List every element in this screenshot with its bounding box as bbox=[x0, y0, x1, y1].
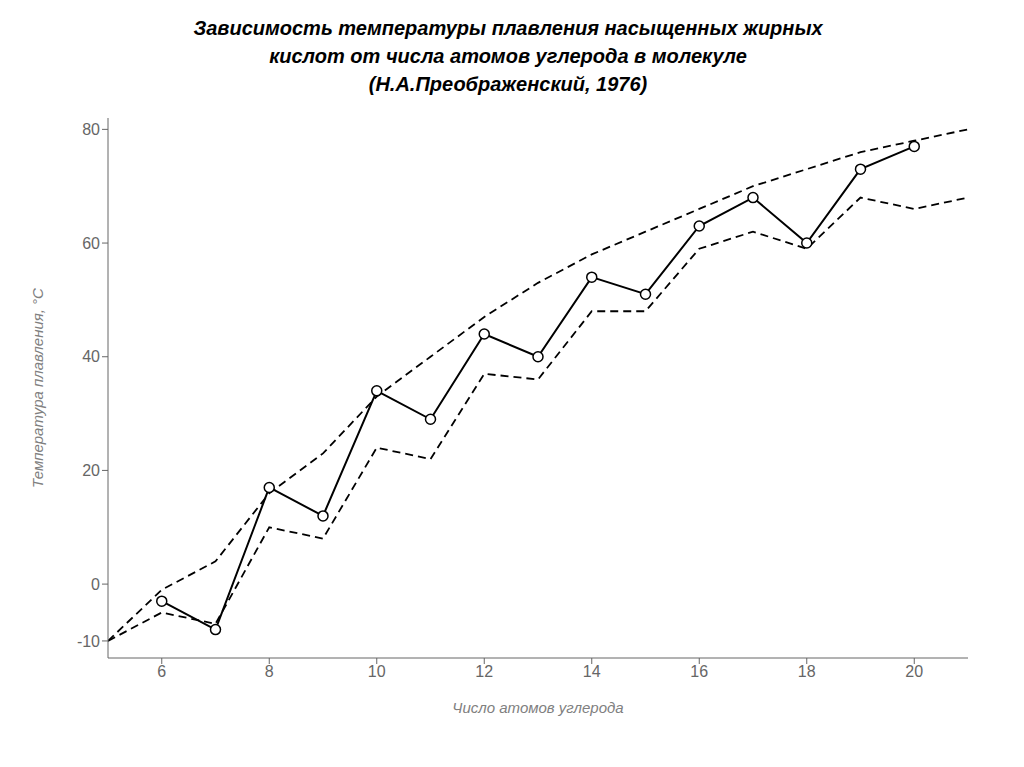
svg-text:16: 16 bbox=[690, 663, 708, 680]
svg-text:8: 8 bbox=[265, 663, 274, 680]
svg-text:20: 20 bbox=[82, 462, 100, 479]
svg-text:60: 60 bbox=[82, 235, 100, 252]
html-text:(Н.А.Преображенский, 1976): (Н.А.Преображенский, 1976) bbox=[368, 73, 648, 95]
svg-text:40: 40 bbox=[82, 348, 100, 365]
svg-text:80: 80 bbox=[82, 121, 100, 138]
svg-text:-10: -10 bbox=[77, 633, 100, 650]
svg-text:Температура плавления, °С: Температура плавления, °С bbox=[29, 288, 46, 488]
html-text:кислот от числа атомов углерод: кислот от числа атомов углерода в молеку… bbox=[269, 45, 747, 67]
svg-text:10: 10 bbox=[368, 663, 386, 680]
svg-text:20: 20 bbox=[905, 663, 923, 680]
svg-text:18: 18 bbox=[798, 663, 816, 680]
svg-text:6: 6 bbox=[157, 663, 166, 680]
svg-text:12: 12 bbox=[475, 663, 493, 680]
svg-text:0: 0 bbox=[91, 576, 100, 593]
svg-text:Число атомов углерода: Число атомов углерода bbox=[452, 699, 623, 716]
svg-text:14: 14 bbox=[583, 663, 601, 680]
html-text:Зависимость температуры плавле: Зависимость температуры плавления насыще… bbox=[193, 17, 823, 39]
